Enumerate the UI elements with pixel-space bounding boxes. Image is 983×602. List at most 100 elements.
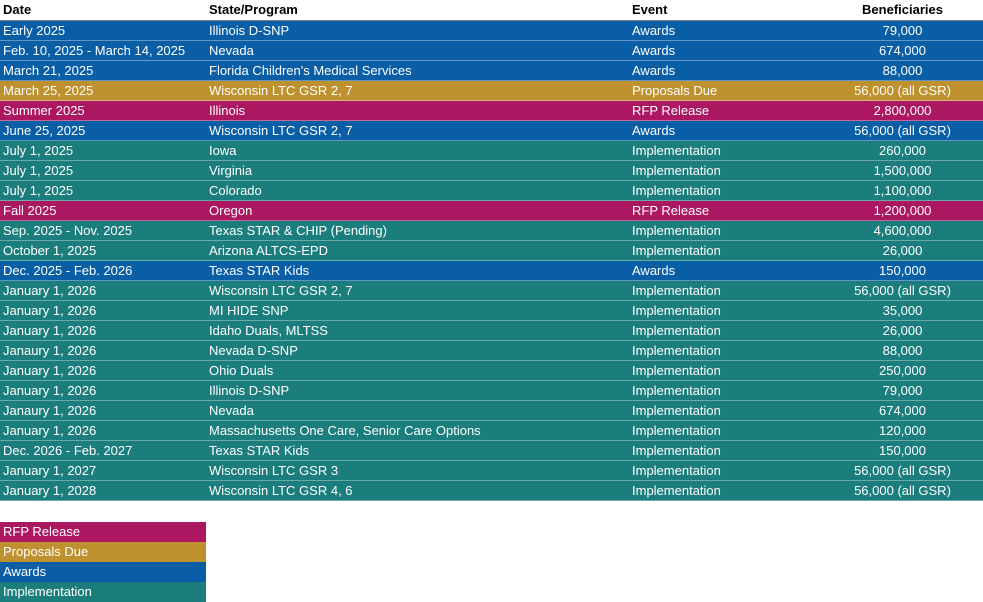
cell-event: Implementation bbox=[632, 283, 721, 298]
cell-beneficiaries: 1,500,000 bbox=[873, 163, 932, 178]
table-row: January 1, 2027 Wisconsin LTC GSR 3 Implem… bbox=[0, 461, 983, 481]
cell-date: July 1, 2025 bbox=[3, 183, 74, 198]
cell-beneficiaries: 250,000 bbox=[879, 363, 926, 378]
cell-beneficiaries: 88,000 bbox=[882, 343, 923, 358]
cell-beneficiaries: 674,000 bbox=[879, 43, 926, 58]
cell-state-program: Arizona ALTCS-EPD bbox=[209, 243, 328, 258]
cell-event: Implementation bbox=[632, 403, 721, 418]
cell-beneficiaries: 120,000 bbox=[879, 423, 926, 438]
cell-event: Implementation bbox=[632, 243, 721, 258]
cell-date: January 1, 2027 bbox=[3, 463, 97, 478]
table-row: January 1, 2026 Massachusetts One Care, S… bbox=[0, 421, 983, 441]
cell-beneficiaries: 674,000 bbox=[879, 403, 926, 418]
cell-date: Feb. 10, 2025 - March 14, 2025 bbox=[3, 43, 186, 58]
cell-date: March 21, 2025 bbox=[3, 63, 94, 78]
table-row: Janaury 1, 2026 Nevada D-SNP Implementatio… bbox=[0, 341, 983, 361]
cell-event: RFP Release bbox=[632, 103, 710, 118]
table-body: Early 2025 Illinois D-SNP Awards 79,000 Feb.… bbox=[0, 21, 983, 501]
cell-beneficiaries: 150,000 bbox=[879, 443, 926, 458]
cell-state-program: Wisconsin LTC GSR 4, 6 bbox=[209, 483, 353, 498]
cell-state-program: Wisconsin LTC GSR 3 bbox=[209, 463, 339, 478]
cell-date: October 1, 2025 bbox=[3, 243, 97, 258]
cell-event: Implementation bbox=[632, 223, 721, 238]
cell-state-program: Wisconsin LTC GSR 2, 7 bbox=[209, 283, 353, 298]
cell-state-program: Nevada D-SNP bbox=[209, 343, 298, 358]
cell-state-program: Nevada bbox=[209, 43, 254, 58]
cell-event: Implementation bbox=[632, 363, 721, 378]
timeline-table: Date State/Program Event Beneficiaries E… bbox=[0, 0, 983, 501]
cell-event: Implementation bbox=[632, 423, 721, 438]
cell-beneficiaries: 56,000 (all GSR) bbox=[854, 283, 951, 298]
cell-beneficiaries: 150,000 bbox=[879, 263, 926, 278]
cell-event: Implementation bbox=[632, 463, 721, 478]
cell-state-program: Florida Children's Medical Services bbox=[209, 63, 412, 78]
cell-date: Fall 2025 bbox=[3, 203, 57, 218]
cell-state-program: Ohio Duals bbox=[209, 363, 274, 378]
table-row: July 1, 2025 Virginia Implementation 1,500,… bbox=[0, 161, 983, 181]
cell-date: January 1, 2026 bbox=[3, 423, 97, 438]
table-row: Summer 2025 Illinois RFP Release 2,800,000 bbox=[0, 101, 983, 121]
cell-beneficiaries: 4,600,000 bbox=[873, 223, 932, 238]
cell-beneficiaries: 260,000 bbox=[879, 143, 926, 158]
color-legend: RFP Release Proposals Due Awards Implementa… bbox=[0, 522, 206, 602]
cell-event: Implementation bbox=[632, 163, 721, 178]
cell-date: January 1, 2026 bbox=[3, 383, 97, 398]
cell-date: January 1, 2028 bbox=[3, 483, 97, 498]
table-row: October 1, 2025 Arizona ALTCS-EPD Implemen… bbox=[0, 241, 983, 261]
cell-event: Awards bbox=[632, 263, 676, 278]
table-row: January 1, 2026 Illinois D-SNP Implementat… bbox=[0, 381, 983, 401]
table-row: Fall 2025 Oregon RFP Release 1,200,000 bbox=[0, 201, 983, 221]
cell-state-program: Wisconsin LTC GSR 2, 7 bbox=[209, 123, 353, 138]
table-row: Feb. 10, 2025 - March 14, 2025 Nevada Awar… bbox=[0, 41, 983, 61]
cell-state-program: Iowa bbox=[209, 143, 237, 158]
cell-date: Dec. 2026 - Feb. 2027 bbox=[3, 443, 133, 458]
table-row: Janaury 1, 2026 Nevada Implementation 674,0… bbox=[0, 401, 983, 421]
cell-date: January 1, 2026 bbox=[3, 283, 97, 298]
cell-event: Awards bbox=[632, 123, 676, 138]
cell-date: Early 2025 bbox=[3, 23, 66, 38]
table-header-row: Date State/Program Event Beneficiaries bbox=[0, 0, 983, 21]
table-row: June 25, 2025 Wisconsin LTC GSR 2, 7 Award… bbox=[0, 121, 983, 141]
cell-state-program: Wisconsin LTC GSR 2, 7 bbox=[209, 83, 353, 98]
table-row: Sep. 2025 - Nov. 2025 Texas STAR & CHIP (… bbox=[0, 221, 983, 241]
legend-item: RFP Release bbox=[0, 522, 206, 542]
cell-date: Janaury 1, 2026 bbox=[3, 343, 97, 358]
table-row: January 1, 2026 Ohio Duals Implementation 2… bbox=[0, 361, 983, 381]
header-beneficiaries: Beneficiaries bbox=[862, 2, 943, 17]
legend-item: Proposals Due bbox=[0, 542, 206, 562]
cell-beneficiaries: 1,200,000 bbox=[873, 203, 932, 218]
cell-state-program: Illinois D-SNP bbox=[209, 383, 290, 398]
cell-beneficiaries: 56,000 (all GSR) bbox=[854, 83, 951, 98]
cell-state-program: Texas STAR & CHIP (Pending) bbox=[209, 223, 387, 238]
table-row: March 21, 2025 Florida Children's Medical… bbox=[0, 61, 983, 81]
table-row: Dec. 2026 - Feb. 2027 Texas STAR Kids Impl… bbox=[0, 441, 983, 461]
cell-event: Implementation bbox=[632, 183, 721, 198]
cell-state-program: Idaho Duals, MLTSS bbox=[209, 323, 328, 338]
cell-event: Awards bbox=[632, 63, 676, 78]
cell-state-program: Texas STAR Kids bbox=[209, 263, 310, 278]
cell-event: Implementation bbox=[632, 483, 721, 498]
cell-beneficiaries: 56,000 (all GSR) bbox=[854, 483, 951, 498]
cell-beneficiaries: 56,000 (all GSR) bbox=[854, 123, 951, 138]
header-date: Date bbox=[3, 2, 32, 17]
table-row: July 1, 2025 Iowa Implementation 260,000 bbox=[0, 141, 983, 161]
cell-state-program: MI HIDE SNP bbox=[209, 303, 289, 318]
cell-beneficiaries: 88,000 bbox=[882, 63, 923, 78]
cell-date: January 1, 2026 bbox=[3, 363, 97, 378]
table-row: January 1, 2026 Idaho Duals, MLTSS Impleme… bbox=[0, 321, 983, 341]
table-row: Dec. 2025 - Feb. 2026 Texas STAR Kids Awar… bbox=[0, 261, 983, 281]
table-row: January 1, 2026 MI HIDE SNP Implementation… bbox=[0, 301, 983, 321]
cell-date: Summer 2025 bbox=[3, 103, 85, 118]
cell-beneficiaries: 2,800,000 bbox=[873, 103, 932, 118]
cell-state-program: Oregon bbox=[209, 203, 253, 218]
cell-beneficiaries: 26,000 bbox=[882, 323, 923, 338]
legend-item: Implementation bbox=[0, 582, 206, 602]
cell-state-program: Massachusetts One Care, Senior Care Opti… bbox=[209, 423, 481, 438]
cell-date: Janaury 1, 2026 bbox=[3, 403, 97, 418]
cell-state-program: Nevada bbox=[209, 403, 254, 418]
cell-state-program: Virginia bbox=[209, 163, 253, 178]
table-row: Early 2025 Illinois D-SNP Awards 79,000 bbox=[0, 21, 983, 41]
table-row: January 1, 2026 Wisconsin LTC GSR 2, 7 Imp… bbox=[0, 281, 983, 301]
cell-beneficiaries: 56,000 (all GSR) bbox=[854, 463, 951, 478]
cell-date: January 1, 2026 bbox=[3, 323, 97, 338]
